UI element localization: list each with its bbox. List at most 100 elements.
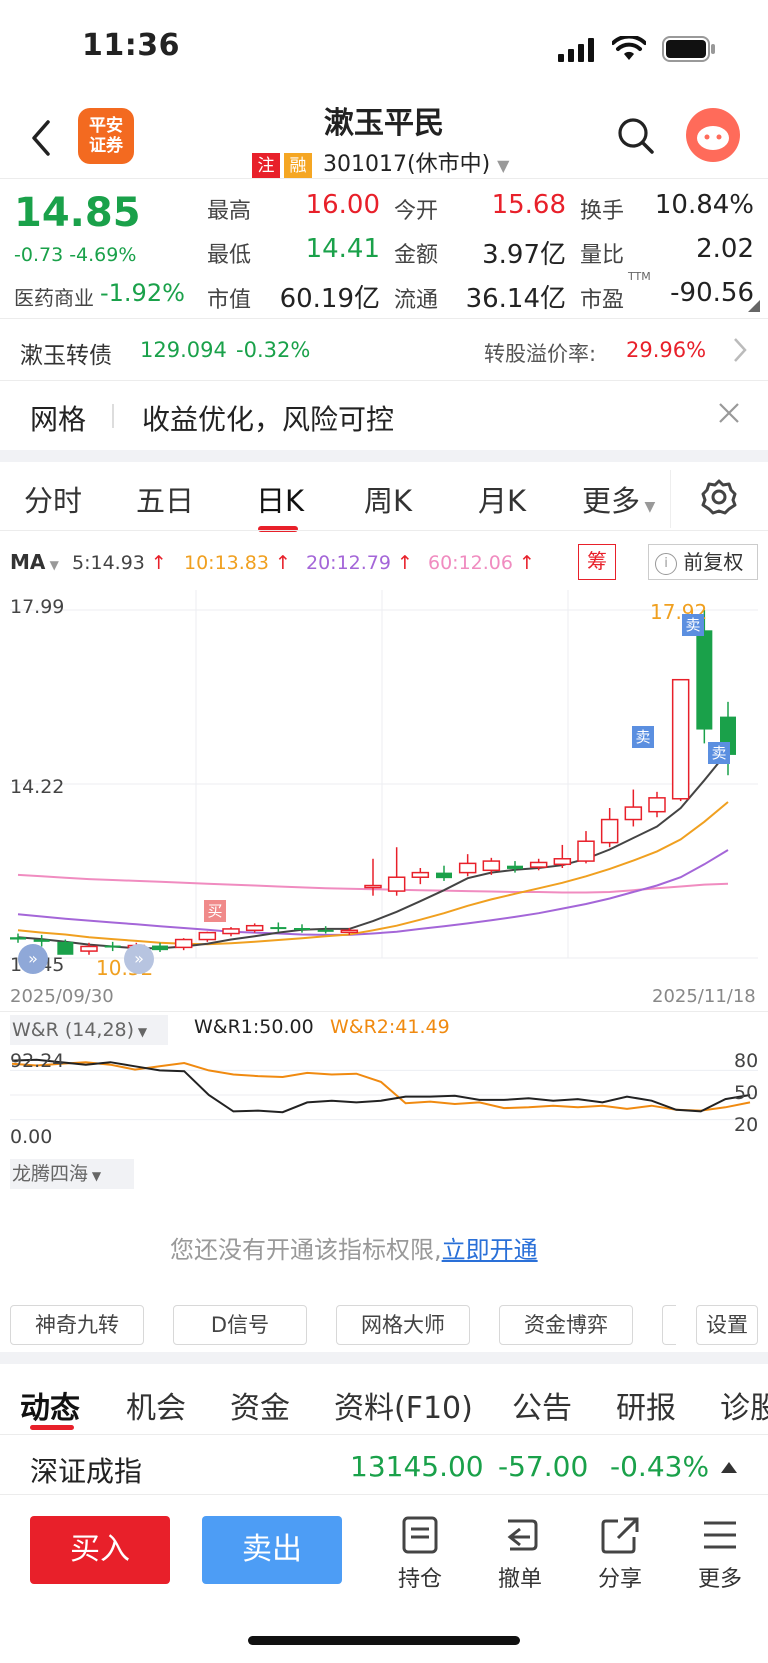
- double-chevron-icon[interactable]: »: [18, 944, 48, 974]
- index-pct: -0.43%: [610, 1450, 710, 1483]
- indicator-button-partial[interactable]: [662, 1305, 676, 1345]
- indicator-button-magic-nine[interactable]: 神奇九转: [10, 1305, 144, 1345]
- dropdown-icon: ▼: [497, 156, 510, 175]
- ma5-value: 5:14.93 ↑: [72, 552, 167, 574]
- float-value: 36.14亿: [465, 284, 566, 314]
- sector-label[interactable]: 医药商业: [14, 286, 94, 310]
- candle-body: [648, 797, 666, 813]
- candle-body: [294, 928, 310, 930]
- turnover-label: 换手: [580, 199, 625, 224]
- settings-button[interactable]: 设置: [696, 1305, 758, 1345]
- tab-opportunity[interactable]: 机会: [126, 1391, 186, 1426]
- candle-body: [600, 818, 619, 844]
- tab-research[interactable]: 研报: [616, 1391, 676, 1426]
- wr2-value: W&R2:41.49: [330, 1016, 450, 1038]
- turnover-value: 10.84%: [654, 190, 754, 220]
- wr-selector[interactable]: W&R (14,28) ▼: [10, 1015, 168, 1045]
- banner-title[interactable]: 网格: [30, 403, 87, 436]
- holdings-button[interactable]: 持仓: [390, 1515, 450, 1593]
- broker-logo: 平安 证券: [78, 108, 134, 164]
- tab-monthly-k[interactable]: 月K: [478, 484, 527, 518]
- gear-icon[interactable]: [700, 478, 738, 516]
- tab-more[interactable]: 更多 ▼: [582, 484, 656, 518]
- wr2-line: [11, 1061, 751, 1112]
- wr-axis-top: 92.24: [10, 1050, 65, 1072]
- candle-body: [270, 927, 287, 930]
- pe-value: -90.56: [670, 278, 754, 308]
- wr-axis-bottom: 0.00: [10, 1126, 53, 1148]
- stock-code-row[interactable]: 注融 301017(休市中) ▼: [252, 146, 509, 179]
- wr-level-50: 50: [734, 1082, 759, 1104]
- longteng-selector[interactable]: 龙腾四海 ▼: [10, 1159, 134, 1189]
- amount-value: 3.97亿: [482, 240, 566, 270]
- bond-name[interactable]: 漱玉转债: [20, 343, 112, 369]
- back-icon[interactable]: [28, 118, 54, 158]
- tab-daily-k[interactable]: 日K: [256, 484, 305, 518]
- axis-top-label: 17.99: [10, 596, 65, 618]
- pe-ttm-sup: TTM: [628, 270, 651, 283]
- share-button[interactable]: 分享: [590, 1515, 650, 1593]
- high-value: 16.00: [305, 190, 380, 220]
- sell-button[interactable]: 卖出: [202, 1516, 342, 1584]
- candle-body: [696, 630, 713, 730]
- search-icon[interactable]: [616, 116, 656, 156]
- bond-change: -0.32%: [236, 338, 311, 362]
- tab-f10[interactable]: 资料(F10): [334, 1391, 473, 1426]
- stock-title: 漱玉平民: [324, 106, 444, 141]
- chevron-right-icon[interactable]: [732, 336, 748, 364]
- candle-body: [577, 840, 595, 862]
- wr-level-80: 80: [734, 1050, 759, 1072]
- indicator-button-d-signal[interactable]: D信号: [173, 1305, 307, 1345]
- buy-button[interactable]: 买入: [30, 1516, 170, 1584]
- low-label: 最低: [207, 243, 252, 268]
- tab-intraday[interactable]: 分时: [24, 484, 83, 518]
- tab-five-day[interactable]: 五日: [136, 484, 195, 518]
- indicator-button-grid-master[interactable]: 网格大师: [336, 1305, 470, 1345]
- candle-body: [529, 861, 548, 868]
- date-end: 2025/11/18: [652, 986, 756, 1007]
- finance-tag: 融: [284, 153, 312, 179]
- chevron-up-icon[interactable]: [720, 1460, 738, 1474]
- tab-diagnosis[interactable]: 诊股: [720, 1391, 768, 1426]
- candle-body: [340, 929, 359, 934]
- wr-chart[interactable]: [10, 1046, 758, 1146]
- premium-value: 29.96%: [626, 338, 707, 362]
- status-time: 11:36: [82, 28, 180, 63]
- indicator-button-fund-game[interactable]: 资金博弈: [499, 1305, 633, 1345]
- assistant-avatar[interactable]: [686, 108, 740, 162]
- chip-button[interactable]: 筹: [578, 544, 616, 580]
- axis-mid-label: 14.22: [10, 776, 65, 798]
- tab-news[interactable]: 动态: [20, 1391, 80, 1426]
- candle-body: [364, 884, 382, 889]
- tab-announcements[interactable]: 公告: [512, 1391, 572, 1426]
- sell-marker: 卖: [682, 614, 704, 636]
- adjust-button[interactable]: i 前复权: [648, 544, 758, 580]
- expand-corner-icon[interactable]: [748, 300, 760, 312]
- tab-weekly-k[interactable]: 周K: [364, 484, 413, 518]
- ma10-line: [17, 801, 729, 946]
- float-label: 流通: [394, 288, 439, 313]
- more-button[interactable]: 更多: [690, 1515, 750, 1593]
- ma-selector[interactable]: MA ▼: [10, 550, 59, 574]
- candle-body: [245, 924, 264, 932]
- index-name[interactable]: 深证成指: [30, 1455, 143, 1488]
- document-icon: [402, 1516, 438, 1554]
- tab-funds[interactable]: 资金: [230, 1391, 290, 1426]
- ma60-value: 60:12.06 ↑: [428, 552, 535, 574]
- wr1-line: [11, 1058, 751, 1114]
- candle-body: [387, 876, 406, 892]
- banner-text[interactable]: 收益优化，风险可控: [142, 403, 395, 436]
- candle-body: [507, 865, 523, 869]
- close-icon[interactable]: [718, 402, 740, 424]
- home-indicator: [248, 1636, 520, 1645]
- kline-chart[interactable]: [10, 590, 758, 980]
- index-change: -57.00: [498, 1450, 589, 1483]
- cancel-order-button[interactable]: 撤单: [490, 1515, 550, 1593]
- double-chevron-icon[interactable]: »: [124, 944, 154, 974]
- current-price: 14.85: [14, 190, 141, 236]
- activate-link[interactable]: 立即开通: [441, 1236, 538, 1264]
- index-value: 13145.00: [350, 1450, 484, 1483]
- candle-body: [624, 806, 643, 821]
- candle-body: [152, 945, 168, 951]
- premium-label: 转股溢价率:: [484, 342, 597, 366]
